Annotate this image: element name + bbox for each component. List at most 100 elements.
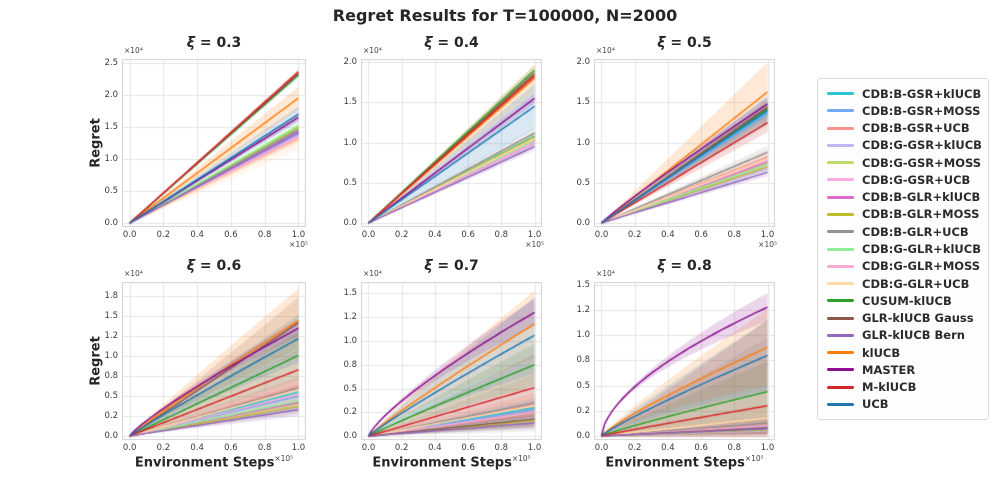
x-tick-label: 0.6 (224, 443, 238, 453)
legend-item: MASTER (818, 361, 988, 378)
y-tick-label: 1.5 (576, 280, 590, 291)
x-axis-label-text: Environment Steps (134, 455, 275, 471)
legend-label: CDB:G-GSR+UCB (862, 172, 971, 187)
y-tick-label: 1.0 (576, 330, 590, 341)
y-tick-label: 0.5 (576, 177, 590, 188)
y-axis-label: Regret (88, 336, 104, 386)
legend-item: CDB:B-GLR+MOSS (818, 206, 988, 223)
subplot-title: ξ = 0.8 (594, 258, 775, 274)
y-tick-label: 0.5 (104, 186, 118, 197)
y-tick-label: 1.0 (104, 154, 118, 165)
x-tick-label: 0.6 (461, 443, 475, 453)
y-tick-label: 0.0 (576, 217, 590, 228)
legend-line-swatch (827, 126, 854, 130)
y-tick-label: 1.5 (576, 97, 590, 108)
legend-line-swatch (827, 247, 854, 251)
x-tick-label: 0.4 (661, 443, 675, 453)
legend-line-swatch (827, 402, 854, 406)
x-tick-label: 0.8 (494, 230, 509, 240)
y-tick-label: 2.5 (104, 57, 118, 68)
legend-label: CDB:B-GLR+MOSS (862, 207, 980, 222)
y-tick-label: 0.0 (343, 217, 357, 228)
y-tick-label: 0.2 (104, 411, 118, 422)
subplot-xi-0.6: ξ = 0.6 ×10⁴ 0.0 0.2 0.5 0.8 1.0 1.2 1.5 1.8 0.0 0.… (89, 258, 306, 470)
y-tick-label: 0.5 (343, 383, 357, 394)
legend-label: GLR-klUCB Gauss (862, 311, 974, 326)
xi-value: = 0.6 (195, 258, 242, 274)
y-tick-label: 2.0 (343, 57, 357, 68)
legend-item: CDB:G-GSR+klUCB (818, 137, 988, 154)
plot-canvas (122, 59, 306, 227)
figure-title: Regret Results for T=100000, N=2000 (332, 6, 678, 25)
legend-line-swatch (827, 333, 854, 337)
legend-item: M-klUCB (818, 379, 988, 396)
legend-item: CDB:B-GSR+UCB (818, 120, 988, 137)
x-tick-label: 0.6 (694, 443, 708, 453)
y-axis-offset-label: ×10⁴ (124, 269, 143, 278)
legend-label: MASTER (862, 362, 916, 377)
x-axis-offset-label: ×10⁵ (289, 240, 308, 249)
legend-label: CDB:G-GLR+MOSS (862, 259, 981, 274)
subplot-xi-0.3: ξ = 0.3 ×10⁴ 0.0 0.5 1.0 1.5 2.0 2.5 0.0 0.2 0.4 0.… (89, 35, 309, 249)
legend-label: CDB:G-GLR+klUCB (862, 242, 981, 256)
legend-label: CDB:B-GLR+klUCB (862, 190, 981, 205)
x-tick-label: 0.6 (694, 230, 708, 240)
x-tick-label: 0.6 (461, 230, 475, 240)
y-axis-offset-label: ×10⁴ (124, 46, 143, 55)
legend-label: CDB:B-GSR+UCB (862, 121, 970, 136)
legend-item: CDB:G-GLR+klUCB (818, 240, 988, 257)
y-tick-label: 1.2 (576, 305, 590, 316)
y-tick-label: 2.0 (104, 89, 118, 100)
subplot-xi-0.7: ξ = 0.7 ×10⁴ 0.0 0.2 0.5 0.8 1.0 1.2 1.5 0.0 0.2 0.… (343, 258, 542, 470)
legend-label: CDB:B-GSR+MOSS (862, 103, 981, 118)
y-tick-label: 1.5 (343, 288, 357, 299)
y-axis-offset-label: ×10⁴ (596, 46, 615, 55)
legend-label: CDB:B-GSR+klUCB (862, 86, 982, 101)
x-tick-label: 0.0 (122, 230, 137, 240)
subplot-xi-0.8: ξ = 0.8 ×10⁴ 0.0 0.2 0.5 0.8 1.0 1.2 1.5 0.0 0.2 0.… (576, 258, 775, 470)
y-tick-label: 1.0 (343, 336, 357, 346)
y-tick-label: 0.2 (576, 405, 590, 416)
x-tick-label: 1.0 (760, 443, 775, 453)
y-tick-label: 0.5 (576, 380, 590, 391)
x-tick-label: 0.0 (361, 443, 376, 453)
legend-line-swatch (827, 178, 854, 182)
y-tick-label: 1.2 (343, 312, 357, 323)
x-axis-offset-label: ×10⁵ (744, 454, 764, 463)
x-tick-label: 0.2 (394, 230, 409, 240)
x-tick-label: 0.8 (727, 230, 742, 240)
xi-symbol: ξ (657, 258, 666, 274)
y-axis-offset-label: ×10⁴ (596, 269, 615, 278)
y-tick-label: 0.8 (576, 355, 590, 366)
subplot-xi-0.5: ξ = 0.5 ×10⁴ 0.0 0.5 1.0 1.5 2.0 0.0 0.2 0.4 0.6 0.… (576, 35, 777, 249)
legend: CDB:B-GSR+klUCB CDB:B-GSR+MOSS CDB:B-GSR+U… (817, 78, 989, 420)
y-tick-label: 0.5 (104, 391, 118, 402)
x-tick-label: 0.2 (627, 230, 642, 240)
legend-line-swatch (827, 385, 854, 389)
subplot-title: ξ = 0.7 (361, 258, 542, 274)
subplot-title: ξ = 0.3 (122, 35, 306, 51)
x-axis-offset-label: ×10⁵ (758, 240, 777, 249)
x-tick-label: 1.0 (527, 443, 542, 453)
legend-item: klUCB (818, 344, 988, 361)
legend-item: CDB:B-GLR+UCB (818, 223, 988, 240)
plot-canvas (361, 282, 542, 440)
xi-symbol: ξ (186, 35, 195, 51)
legend-line-swatch (827, 230, 854, 234)
y-tick-label: 0.0 (104, 218, 118, 229)
subplot-title: ξ = 0.6 (122, 258, 306, 274)
x-axis-label: Environment Steps×10⁵ (594, 454, 775, 470)
legend-line-swatch (827, 299, 854, 303)
y-tick-label: 1.2 (104, 331, 118, 342)
x-tick-label: 1.0 (291, 230, 306, 240)
legend-line-swatch (827, 143, 854, 147)
x-tick-label: 0.0 (594, 230, 609, 240)
plot-canvas (361, 59, 542, 227)
legend-line-swatch (827, 282, 854, 286)
legend-label: CUSUM-klUCB (862, 293, 952, 308)
legend-line-swatch (827, 264, 854, 268)
x-tick-label: 0.4 (428, 230, 442, 240)
legend-label: GLR-klUCB Bern (862, 328, 965, 343)
legend-item: UCB (818, 396, 988, 413)
